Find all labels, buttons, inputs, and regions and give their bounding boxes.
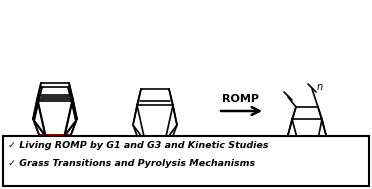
Text: ROMP: ROMP	[222, 94, 260, 104]
Text: poly: poly	[270, 170, 292, 180]
Text: R: R	[323, 146, 330, 156]
Text: 2: 2	[338, 170, 345, 180]
Text: 1: 1	[51, 167, 60, 180]
Text: 1: 1	[292, 170, 299, 180]
Text: O: O	[43, 171, 53, 181]
Text: Me: Me	[185, 150, 199, 160]
Text: CO: CO	[169, 150, 183, 160]
Text: n: n	[317, 82, 323, 92]
Text: ✓ Grass Transitions and Pyrolysis Mechanisms: ✓ Grass Transitions and Pyrolysis Mechan…	[8, 159, 255, 167]
Text: O: O	[67, 151, 77, 161]
Text: 2: 2	[332, 144, 337, 153]
Text: Me: Me	[185, 161, 199, 171]
Text: 1: 1	[51, 170, 60, 183]
Text: CO: CO	[169, 161, 183, 171]
Text: 2: 2	[149, 167, 157, 180]
Bar	[3, 136, 369, 186]
Text: and poly: and poly	[297, 170, 345, 180]
Text: O: O	[61, 161, 69, 171]
Text: O: O	[40, 173, 48, 183]
Text: 2: 2	[182, 162, 186, 168]
Text: 2: 2	[182, 151, 186, 157]
Text: R: R	[288, 156, 296, 166]
Polygon shape	[157, 141, 167, 158]
Text: 1: 1	[298, 154, 303, 163]
Text: ✓ Living ROMP by G1 and G3 and Kinetic Studies: ✓ Living ROMP by G1 and G3 and Kinetic S…	[8, 142, 269, 150]
